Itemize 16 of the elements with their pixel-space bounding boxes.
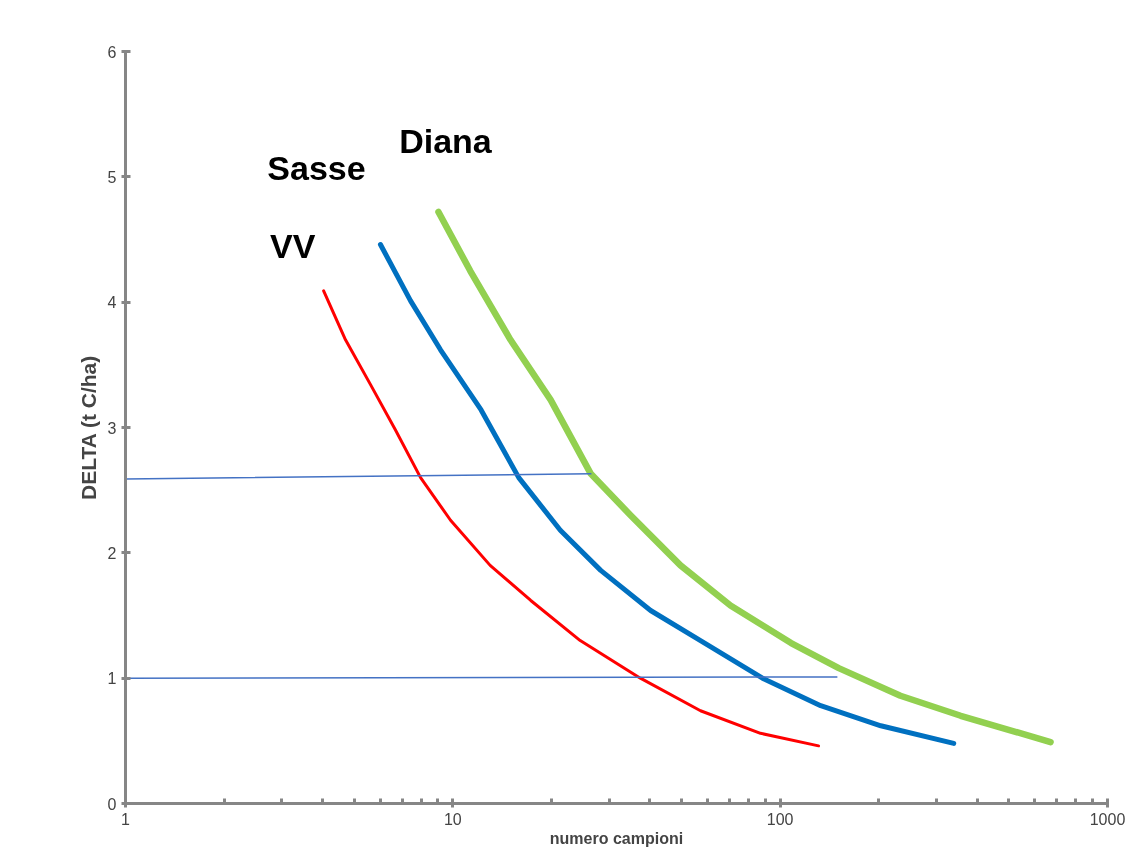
y-tick-label: 1 [107,670,117,688]
y-tick-label: 6 [107,43,117,61]
series-label: Sasse [267,148,366,187]
y-tick-label: 2 [107,544,117,562]
y-tick-label: 0 [107,795,117,813]
y-tick-label: 5 [107,168,117,186]
x-tick-label: 1000 [1089,810,1126,828]
x-tick-label: 100 [766,810,794,828]
x-axis-title: numero campioni [549,829,684,847]
series-label: Diana [399,121,493,160]
series-label: VV [269,226,316,265]
x-tick-label: 10 [443,810,462,828]
y-tick-label: 3 [107,419,117,437]
x-tick-label: 1 [121,810,131,828]
y-tick-label: 4 [107,294,117,312]
y-axis-title: DELTA (t C/ha) [76,355,100,501]
